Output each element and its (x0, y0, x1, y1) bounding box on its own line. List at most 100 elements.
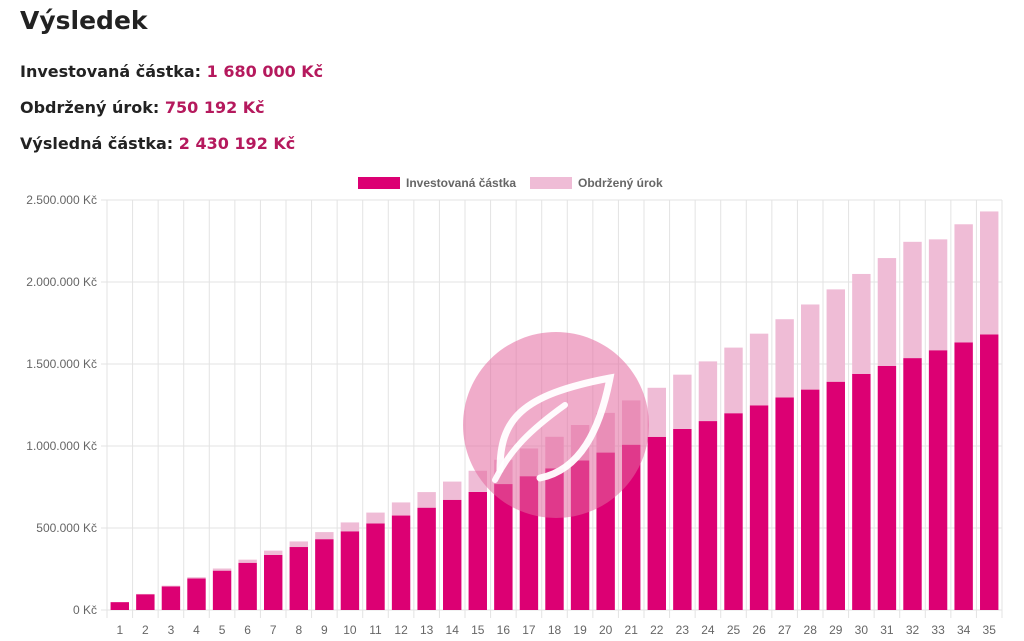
bar-interest[interactable] (852, 273, 871, 374)
bar-invested[interactable] (494, 484, 513, 610)
bar-invested[interactable] (622, 444, 641, 610)
bar-interest[interactable] (954, 224, 973, 343)
x-tick-label: 2 (142, 623, 149, 637)
bar-interest[interactable] (698, 361, 718, 422)
x-tick-label: 34 (957, 623, 971, 637)
bar-invested[interactable] (954, 342, 973, 610)
bar-invested[interactable] (749, 405, 769, 610)
bar-invested[interactable] (877, 365, 897, 610)
axes: 0 Kč 500.000 Kč 1.000.000 Kč 1.500.000 Kč 2.… (26, 193, 996, 637)
bar-interest[interactable] (264, 550, 283, 555)
bar-interest[interactable] (749, 333, 769, 406)
bar-interest[interactable] (417, 492, 436, 508)
bar-invested[interactable] (980, 334, 999, 610)
stat-interest-value: 750 192 Kč (164, 98, 265, 117)
y-tick-label: 1.500.000 Kč (26, 357, 97, 371)
x-tick-label: 8 (295, 623, 302, 637)
bar-interest[interactable] (289, 541, 308, 548)
x-tick-label: 18 (548, 623, 562, 637)
x-tick-label: 33 (931, 623, 945, 637)
x-tick-label: 9 (321, 623, 328, 637)
y-tick-label: 2.000.000 Kč (26, 275, 97, 289)
x-tick-label: 10 (343, 623, 357, 637)
legend-swatch-interest (530, 177, 572, 189)
bar-invested[interactable] (212, 570, 232, 610)
x-tick-label: 7 (270, 623, 277, 637)
bar-invested[interactable] (238, 562, 257, 610)
bar-invested[interactable] (443, 499, 462, 610)
bar-interest[interactable] (801, 304, 820, 390)
bar-interest[interactable] (340, 522, 360, 532)
x-tick-label: 31 (880, 623, 894, 637)
bar-invested[interactable] (903, 358, 922, 610)
bar-invested[interactable] (698, 421, 718, 610)
y-tick-label: 500.000 Kč (36, 521, 97, 535)
x-tick-label: 19 (573, 623, 587, 637)
bar-invested[interactable] (417, 507, 436, 610)
bar-invested[interactable] (673, 428, 692, 610)
bar-interest[interactable] (443, 481, 462, 500)
bar-interest[interactable] (877, 258, 897, 366)
x-tick-label: 3 (168, 623, 175, 637)
legend-swatch-invested (358, 177, 400, 189)
x-tick-label: 17 (522, 623, 536, 637)
x-tick-label: 32 (906, 623, 920, 637)
bar-invested[interactable] (136, 594, 155, 610)
bar-invested[interactable] (187, 578, 206, 610)
bar-interest[interactable] (212, 568, 232, 571)
bar-interest[interactable] (161, 585, 181, 587)
bar-invested[interactable] (724, 413, 743, 610)
bar-invested[interactable] (928, 350, 948, 610)
x-tick-label: 21 (625, 623, 639, 637)
bar-interest[interactable] (928, 239, 948, 351)
bar-interest[interactable] (391, 502, 411, 516)
legend-label-interest[interactable]: Obdržený úrok (578, 176, 663, 190)
x-tick-label: 11 (369, 623, 382, 637)
x-tick-label: 15 (471, 623, 485, 637)
bar-interest[interactable] (187, 577, 206, 579)
bar-invested[interactable] (775, 397, 794, 610)
stat-result: Výsledná částka: 2 430 192 Kč (20, 134, 295, 153)
bar-invested[interactable] (161, 586, 181, 610)
x-tick-label: 22 (650, 623, 664, 637)
bar-invested[interactable] (110, 602, 129, 610)
bar-interest[interactable] (647, 387, 666, 437)
bar-invested[interactable] (852, 373, 871, 610)
x-tick-label: 24 (701, 623, 715, 637)
x-tick-label: 13 (420, 623, 434, 637)
x-tick-label: 14 (446, 623, 460, 637)
bar-interest[interactable] (724, 347, 743, 414)
bar-interest[interactable] (775, 319, 794, 398)
x-tick-label: 23 (676, 623, 690, 637)
bar-invested[interactable] (366, 523, 385, 610)
bar-interest[interactable] (903, 241, 922, 359)
legend-label-invested[interactable]: Investovaná částka (406, 176, 516, 190)
bar-invested[interactable] (391, 515, 411, 610)
bar-interest[interactable] (238, 559, 257, 563)
bar-invested[interactable] (826, 381, 845, 610)
x-tick-label: 28 (804, 623, 818, 637)
bar-interest[interactable] (315, 532, 334, 540)
x-tick-label: 29 (829, 623, 843, 637)
bar-interest[interactable] (366, 512, 385, 524)
bar-invested[interactable] (647, 436, 666, 610)
stat-result-label: Výsledná částka: (20, 134, 174, 153)
bar-interest[interactable] (673, 374, 692, 429)
bar-invested[interactable] (340, 531, 360, 610)
bar-interest[interactable] (980, 211, 999, 335)
x-tick-label: 25 (727, 623, 741, 637)
bar-invested[interactable] (801, 389, 820, 610)
x-tick-label: 5 (219, 623, 226, 637)
bar-interest[interactable] (826, 289, 845, 382)
y-tick-label: 0 Kč (73, 603, 97, 617)
stat-interest: Obdržený úrok: 750 192 Kč (20, 98, 265, 117)
bar-invested[interactable] (264, 554, 283, 610)
x-tick-label: 35 (983, 623, 997, 637)
bar-invested[interactable] (289, 547, 308, 610)
x-tick-label: 30 (855, 623, 869, 637)
bar-invested[interactable] (468, 491, 487, 610)
y-tick-label: 2.500.000 Kč (26, 193, 97, 207)
legend[interactable]: Investovaná částka Obdržený úrok (358, 176, 663, 190)
bar-invested[interactable] (315, 539, 334, 610)
